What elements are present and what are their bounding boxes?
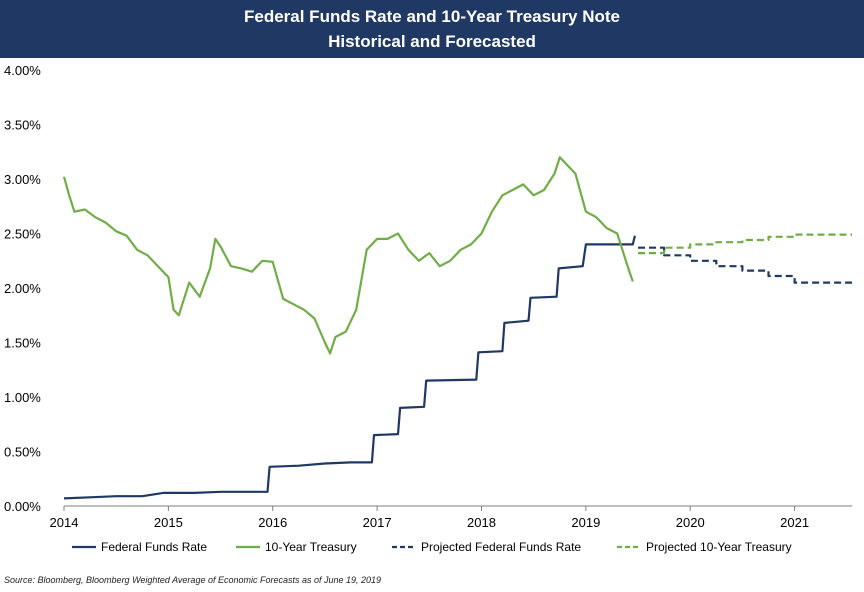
- x-tick-label: 2021: [780, 515, 809, 530]
- x-tick-label: 2020: [676, 515, 705, 530]
- series-line-projected-10-year-treasury: [638, 233, 852, 255]
- legend-label: Projected 10-Year Treasury: [646, 540, 792, 554]
- x-axis: 2014 2015 2016 2017 2018 2019 2020 2021: [50, 505, 852, 530]
- series-layer: [62, 156, 852, 500]
- series-line-10-year-treasury: [62, 156, 634, 355]
- y-tick-label: 3.00%: [4, 172, 41, 187]
- series-line-projected-federal-funds-rate: [638, 246, 852, 284]
- legend-label: Projected Federal Funds Rate: [421, 540, 581, 554]
- x-tick-label: 2014: [50, 515, 79, 530]
- y-tick-label: 3.50%: [4, 118, 41, 133]
- y-tick-label: 0.50%: [4, 445, 41, 460]
- source-note: Source: Bloomberg, Bloomberg Weighted Av…: [4, 575, 382, 585]
- x-tick-label: 2019: [571, 515, 600, 530]
- x-tick-label: 2018: [467, 515, 496, 530]
- y-tick-label: 0.00%: [4, 499, 41, 514]
- y-tick-label: 1.00%: [4, 390, 41, 405]
- x-tick-label: 2017: [363, 515, 392, 530]
- legend: Federal Funds Rate 10-Year Treasury Projec…: [72, 540, 792, 554]
- y-tick-label: 1.50%: [4, 336, 41, 351]
- line-chart: 0.00% 0.50% 1.00% 1.50% 2.00% 2.50% 3.00% 3.50%…: [4, 63, 852, 554]
- chart-subtitle: Historical and Forecasted: [328, 32, 536, 51]
- y-tick-label: 2.00%: [4, 281, 41, 296]
- y-tick-label: 4.00%: [4, 63, 41, 78]
- x-tick-label: 2015: [154, 515, 183, 530]
- chart-title-bar: Federal Funds Rate and 10-Year Treasury …: [0, 0, 864, 58]
- legend-label: 10-Year Treasury: [265, 540, 357, 554]
- y-axis-tick-labels: 0.00% 0.50% 1.00% 1.50% 2.00% 2.50% 3.00% 3.50%…: [4, 63, 41, 514]
- series-line-federal-funds-rate: [63, 235, 636, 500]
- y-tick-label: 2.50%: [4, 227, 41, 242]
- x-tick-label: 2016: [258, 515, 287, 530]
- legend-label: Federal Funds Rate: [101, 540, 207, 554]
- chart-title: Federal Funds Rate and 10-Year Treasury …: [243, 7, 621, 26]
